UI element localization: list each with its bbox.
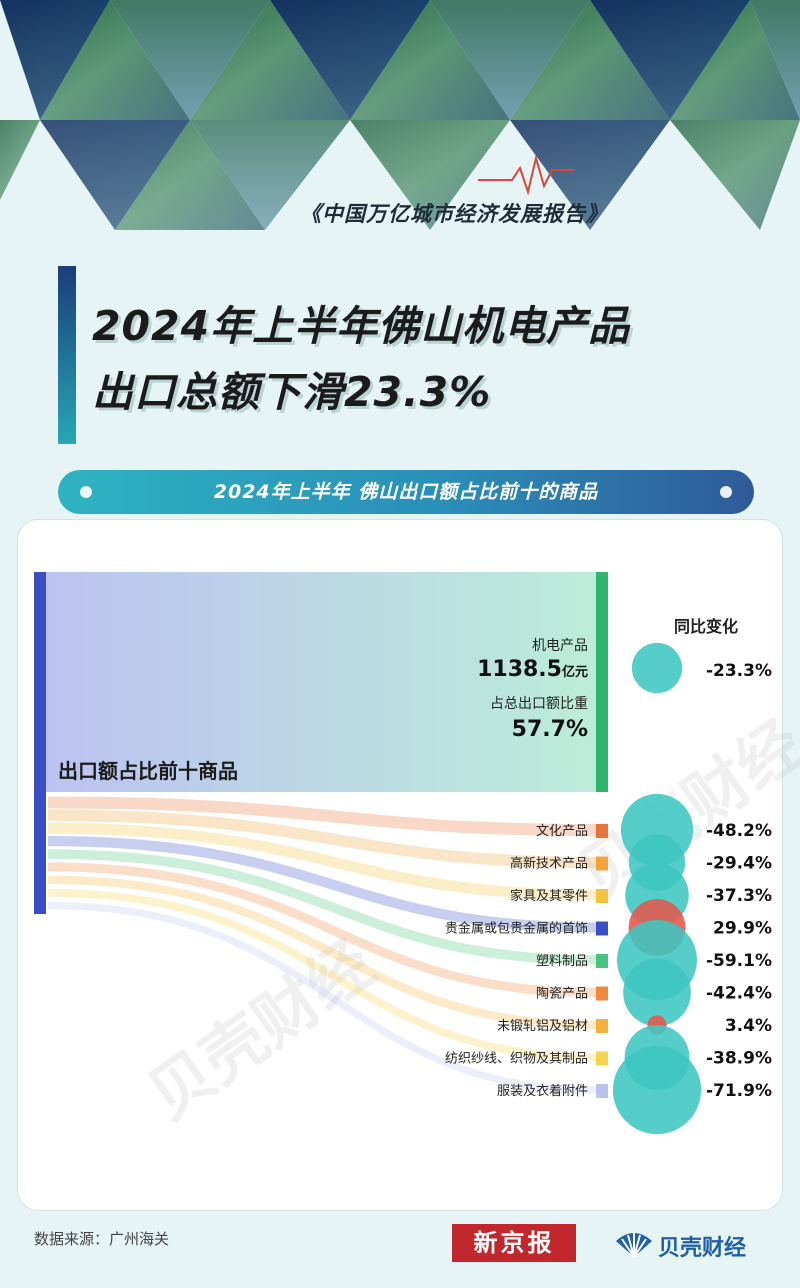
item-node-label: 文化产品 [536, 824, 588, 839]
main-node-share-value: 57.7% [512, 717, 588, 742]
flow-link [47, 822, 597, 901]
source-node-bar [34, 572, 46, 914]
item-node-bar [596, 986, 608, 1001]
item-node-label: 纺织纱线、织物及其制品 [445, 1052, 588, 1067]
flow-link [47, 901, 597, 1094]
main-node-value: 1138.5亿元 [477, 657, 588, 682]
yoy-value: -42.4% [706, 984, 772, 1004]
item-node-label: 服装及衣着附件 [497, 1083, 588, 1099]
item-node-label: 高新技术产品 [510, 856, 588, 872]
headline-line-1: 2024年上半年佛山机电产品 [92, 302, 631, 350]
item-node-bar [596, 824, 608, 838]
pill-dot-left [80, 486, 92, 498]
item-node-bar [596, 921, 608, 936]
item-node-bar [596, 1019, 608, 1033]
header-banner [0, 0, 800, 260]
report-name: 《中国万亿城市经济发展报告》 [300, 201, 608, 226]
pill-dot-right [720, 486, 732, 498]
main-node-name: 机电产品 [532, 638, 588, 654]
flow-link [47, 809, 597, 869]
chart-subtitle: 2024年上半年 佛山出口额占比前十的商品 [58, 470, 754, 514]
chart-subtitle-text: 2024年上半年 佛山出口额占比前十的商品 [213, 481, 599, 503]
yoy-value: -29.4% [706, 854, 772, 874]
item-node-bar [596, 856, 608, 871]
yoy-value: -38.9% [706, 1049, 772, 1069]
main-flow-band [42, 572, 596, 792]
item-node-label: 未锻轧铝及铝材 [497, 1019, 588, 1034]
yoy-bubble [623, 958, 691, 1027]
item-node-label: 贵金属或包贵金属的首饰 [445, 921, 588, 937]
item-node-label: 家具及其零件 [510, 888, 588, 904]
item-node-bar [596, 954, 608, 968]
xinjingbao-logo: 新京报 [452, 1224, 576, 1262]
item-node-label: 塑料制品 [536, 954, 588, 969]
flow-link [47, 875, 597, 1030]
source-node-label: 出口额占比前十商品 [58, 759, 238, 783]
main-node-share-label: 占总出口额比重 [490, 696, 588, 712]
yoy-value: -37.3% [706, 886, 772, 906]
yoy-value: 3.4% [725, 1016, 772, 1036]
main-node-bar [596, 572, 608, 792]
yoy-header: 同比变化 [674, 617, 738, 636]
yoy-value: 29.9% [713, 919, 772, 939]
flow-link [47, 862, 597, 997]
yoy-value: -48.2% [706, 821, 772, 841]
beike-caijing-logo-text: 贝壳财经 [658, 1236, 747, 1261]
title-accent-bar [58, 266, 76, 444]
yoy-value: -71.9% [706, 1081, 772, 1101]
flow-link [47, 888, 597, 1062]
flow-link [47, 849, 597, 965]
yoy-bubble-main [631, 642, 683, 694]
item-node-bar [596, 1084, 608, 1098]
yoy-value: -59.1% [706, 951, 772, 971]
item-node-bar [596, 889, 608, 903]
shell-logo-icon [616, 1233, 652, 1258]
data-source: 数据来源：广州海关 [34, 1230, 170, 1248]
item-node-bar [596, 1051, 608, 1066]
flow-link [47, 836, 597, 933]
item-node-label: 陶瓷产品 [536, 986, 588, 1002]
flow-link [47, 796, 597, 836]
beike-caijing-logo: 贝壳财经 [614, 1224, 784, 1264]
yoy-value-main: -23.3% [706, 661, 772, 681]
yoy-bubble [612, 1045, 702, 1135]
headline-line-2: 出口总额下滑23.3% [92, 368, 492, 416]
